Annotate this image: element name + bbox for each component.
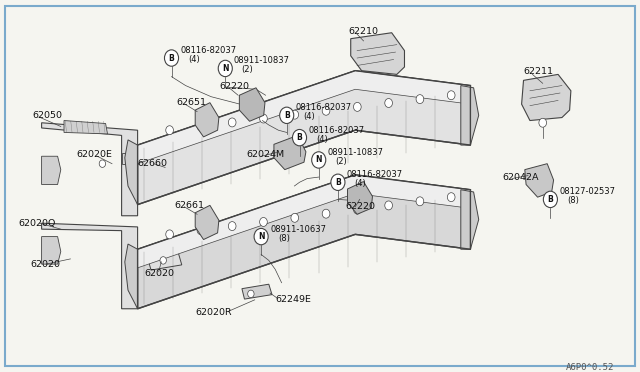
Polygon shape: [351, 33, 404, 74]
Circle shape: [447, 91, 455, 100]
Polygon shape: [195, 205, 219, 240]
Circle shape: [166, 126, 173, 135]
Circle shape: [385, 99, 392, 108]
Polygon shape: [122, 153, 138, 164]
Text: 08911-10837: 08911-10837: [328, 148, 384, 157]
Text: 08116-82037: 08116-82037: [347, 170, 403, 179]
Text: N: N: [258, 232, 264, 241]
Circle shape: [260, 114, 268, 123]
Circle shape: [331, 174, 345, 190]
Polygon shape: [242, 284, 272, 299]
Polygon shape: [125, 244, 138, 309]
Text: 62660: 62660: [138, 159, 168, 168]
Circle shape: [248, 290, 254, 298]
Circle shape: [197, 122, 205, 131]
Text: (8): (8): [567, 196, 579, 205]
Text: A6P0^0.52: A6P0^0.52: [566, 363, 614, 372]
Circle shape: [166, 230, 173, 239]
Circle shape: [416, 94, 424, 103]
Polygon shape: [239, 88, 265, 121]
Polygon shape: [42, 123, 138, 216]
Circle shape: [385, 201, 392, 210]
Text: N: N: [316, 155, 322, 164]
Text: 08116-82037: 08116-82037: [308, 126, 365, 135]
Text: 62020: 62020: [31, 260, 61, 269]
Text: 62249E: 62249E: [275, 295, 311, 304]
Text: (8): (8): [278, 234, 290, 243]
Text: 62220: 62220: [219, 82, 249, 91]
Circle shape: [280, 107, 294, 124]
Circle shape: [543, 191, 557, 208]
Polygon shape: [525, 164, 554, 197]
Circle shape: [353, 102, 361, 111]
Circle shape: [197, 226, 205, 235]
Polygon shape: [138, 71, 470, 164]
Polygon shape: [42, 156, 61, 185]
Circle shape: [260, 218, 268, 227]
Circle shape: [447, 193, 455, 202]
Text: (2): (2): [241, 65, 253, 74]
Text: B: B: [169, 54, 174, 62]
Text: 08116-82037: 08116-82037: [296, 103, 352, 112]
Circle shape: [164, 50, 179, 66]
Circle shape: [254, 228, 268, 245]
Polygon shape: [274, 135, 306, 170]
Text: 62020R: 62020R: [195, 308, 232, 317]
Text: 08127-02537: 08127-02537: [559, 187, 616, 196]
Circle shape: [291, 214, 299, 222]
Circle shape: [160, 257, 166, 264]
Polygon shape: [64, 121, 108, 134]
Polygon shape: [125, 140, 138, 205]
Circle shape: [312, 152, 326, 168]
Text: 62210: 62210: [349, 27, 379, 36]
Text: 62020Q: 62020Q: [18, 219, 55, 228]
Text: 08911-10837: 08911-10837: [234, 57, 290, 65]
Text: B: B: [297, 133, 302, 142]
Polygon shape: [348, 182, 372, 214]
Circle shape: [292, 129, 307, 146]
Polygon shape: [461, 190, 479, 249]
Circle shape: [228, 118, 236, 127]
Text: 62651: 62651: [176, 98, 206, 107]
Text: N: N: [222, 64, 228, 73]
Text: (4): (4): [355, 179, 366, 188]
Polygon shape: [461, 86, 479, 145]
Text: 08116-82037: 08116-82037: [180, 46, 237, 55]
Text: 62020: 62020: [144, 269, 174, 278]
Polygon shape: [42, 237, 61, 264]
Polygon shape: [138, 175, 470, 309]
Circle shape: [353, 205, 361, 214]
Text: 62220: 62220: [346, 202, 376, 211]
Text: 62211: 62211: [524, 67, 554, 76]
Text: 62042A: 62042A: [502, 173, 539, 182]
Polygon shape: [138, 71, 470, 205]
Polygon shape: [42, 223, 138, 309]
Text: 62024M: 62024M: [246, 150, 285, 159]
Text: 62661: 62661: [174, 201, 204, 210]
Circle shape: [228, 222, 236, 231]
Text: (4): (4): [316, 135, 328, 144]
Text: 08911-10637: 08911-10637: [270, 225, 326, 234]
Circle shape: [322, 209, 330, 218]
Text: (4): (4): [303, 112, 315, 121]
Text: B: B: [335, 178, 340, 187]
Text: B: B: [284, 111, 289, 120]
Text: (4): (4): [188, 55, 200, 64]
Polygon shape: [522, 74, 571, 121]
Circle shape: [539, 118, 547, 127]
Text: (2): (2): [335, 157, 347, 166]
Polygon shape: [138, 175, 470, 268]
Text: 62020E: 62020E: [77, 150, 113, 159]
Circle shape: [291, 110, 299, 119]
Circle shape: [99, 160, 106, 167]
Circle shape: [322, 106, 330, 115]
Circle shape: [416, 197, 424, 206]
Text: 62050: 62050: [32, 111, 62, 120]
Text: B: B: [548, 195, 553, 204]
Polygon shape: [147, 251, 182, 270]
Circle shape: [218, 60, 232, 77]
Polygon shape: [195, 103, 219, 137]
